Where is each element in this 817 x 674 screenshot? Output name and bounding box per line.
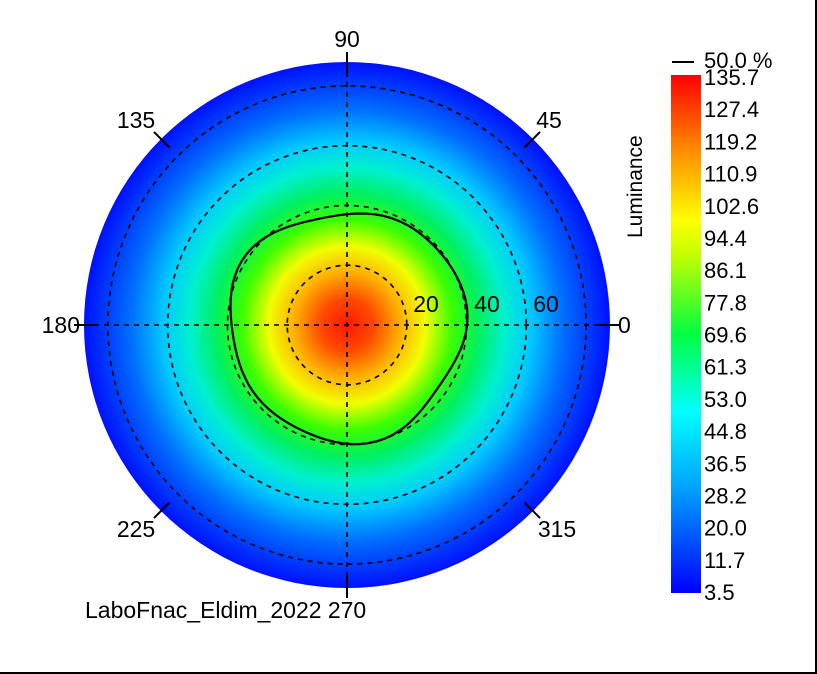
- colorbar-tick-label: 127.4: [704, 97, 759, 122]
- colorbar-tick-label: 20.0: [704, 516, 747, 541]
- radius-label-60: 60: [533, 291, 559, 317]
- colorbar-tick-label: 135.7: [704, 65, 759, 90]
- colorbar-title: Luminance: [624, 135, 647, 238]
- colorbar-ticks: 135.7 127.4 119.2 110.9 102.6 94.4 86.1 77.8 69.…: [704, 65, 759, 605]
- outer-tick-135: [153, 131, 171, 149]
- colorbar-tick-label: 110.9: [704, 162, 757, 187]
- colorbar-tick-label: 36.5: [704, 451, 747, 476]
- colorbar-tick-label: 44.8: [704, 419, 747, 444]
- angle-label-0: 0: [618, 312, 631, 338]
- colorbar-tick-label: 3.5: [704, 580, 735, 605]
- colorbar-tick-label: 53.0: [704, 387, 747, 412]
- angle-label-45: 45: [536, 107, 562, 133]
- outer-tick-45: [523, 131, 541, 149]
- polar-grid: [84, 62, 610, 588]
- colorbar-tick-label: 86.1: [704, 258, 747, 283]
- outer-tick-225: [153, 501, 171, 519]
- radius-label-40: 40: [474, 291, 500, 317]
- radius-label-20: 20: [413, 291, 439, 317]
- angle-label-90: 90: [334, 26, 360, 52]
- colorbar-tick-label: 28.2: [704, 483, 747, 508]
- colorbar-tick-label: 69.6: [704, 323, 747, 348]
- angle-label-135: 135: [117, 107, 155, 133]
- colorbar-tick-label: 94.4: [704, 226, 747, 251]
- colorbar: [671, 75, 701, 593]
- angle-label-315: 315: [538, 516, 576, 542]
- angle-label-270: 270: [328, 597, 366, 623]
- angle-label-180: 180: [42, 312, 80, 338]
- colorbar-tick-label: 11.7: [704, 548, 745, 573]
- colorbar-tick-label: 61.3: [704, 355, 747, 380]
- colorbar-tick-label: 119.2: [704, 129, 757, 154]
- outer-tick-315: [523, 501, 541, 519]
- colorbar-tick-label: 77.8: [704, 290, 747, 315]
- colorbar-tick-label: 102.6: [704, 194, 759, 219]
- contour-legend-label: 50.0 %: [704, 48, 773, 73]
- angle-label-225: 225: [117, 516, 155, 542]
- contour-50-percent: [229, 212, 469, 446]
- caption: LaboFnac_Eldim_2022: [85, 597, 322, 623]
- outer-ticks: [74, 52, 620, 598]
